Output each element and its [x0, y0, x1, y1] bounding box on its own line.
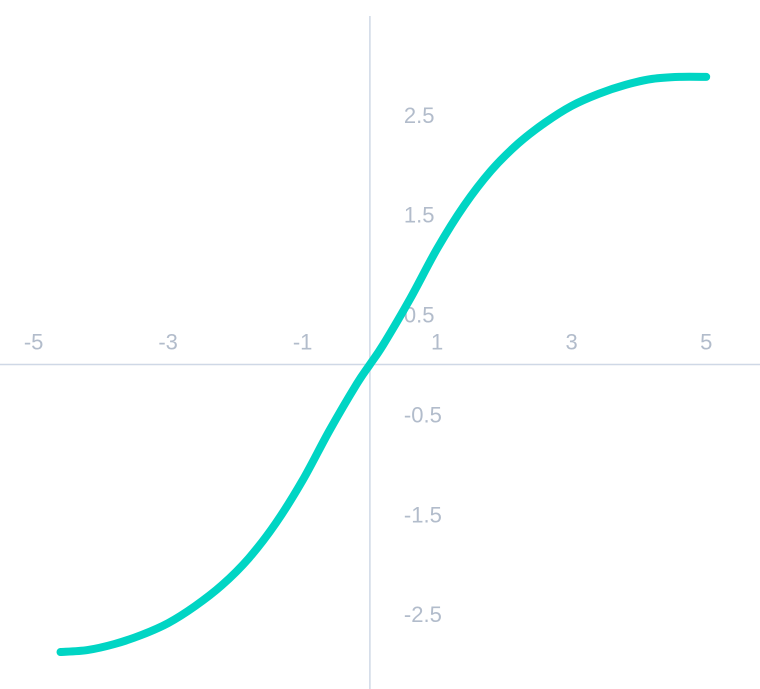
x-tick-label: 3 [566, 329, 578, 354]
series-line [56, 72, 711, 657]
y-tick-label: -1.5 [404, 502, 442, 527]
x-tick-label: -1 [293, 329, 313, 354]
x-tick-label: -3 [158, 329, 178, 354]
x-tick-label: 5 [700, 329, 712, 354]
y-tick-label: -2.5 [404, 602, 442, 627]
x-tick-label: 1 [431, 329, 443, 354]
y-tick-label: 1.5 [404, 203, 435, 228]
tick-labels: -5 -3 -1 1 3 52.51.50.5-0.5-1.5-2.5 [24, 103, 712, 627]
x-tick-label: -5 [24, 329, 44, 354]
axes [0, 16, 760, 689]
series-layer [56, 72, 711, 657]
y-tick-label: 2.5 [404, 103, 435, 128]
y-tick-label: -0.5 [404, 402, 442, 427]
